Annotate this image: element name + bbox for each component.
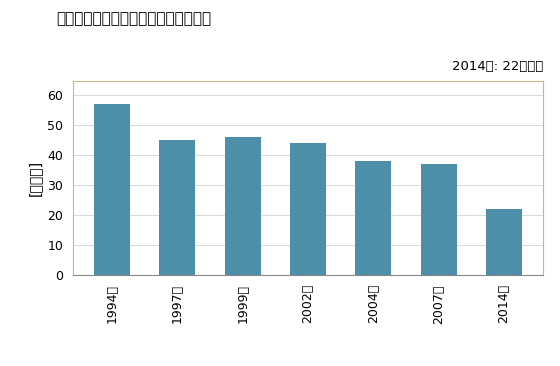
Bar — [486, 209, 522, 274]
Text: 2014年: 22事業所: 2014年: 22事業所 — [452, 60, 543, 73]
Bar — [356, 161, 391, 274]
Bar — [94, 104, 130, 274]
Text: 繊維・衣服等卸売業の事業所数の推移: 繊維・衣服等卸売業の事業所数の推移 — [56, 11, 211, 26]
Bar — [290, 143, 326, 274]
Bar — [225, 137, 260, 274]
Y-axis label: [事業所]: [事業所] — [27, 160, 41, 195]
Bar — [421, 164, 456, 274]
Bar — [160, 140, 195, 274]
